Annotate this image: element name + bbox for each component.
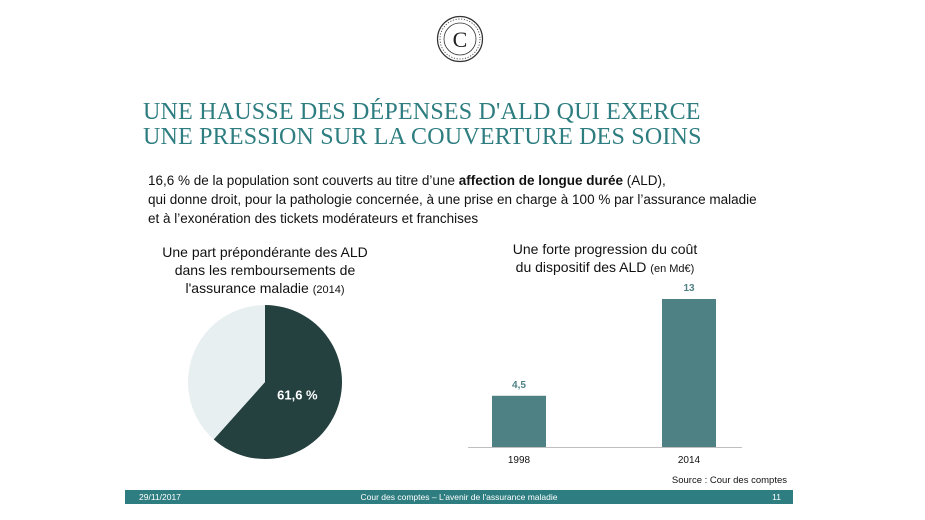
pie-chart-title: Une part prépondérante des ALD dans les …	[140, 243, 390, 299]
pie-title-line-3: l'assurance maladie (2014)	[140, 279, 390, 299]
intro-line-1-bold: affection de longue durée	[458, 173, 623, 188]
intro-line-1: 16,6 % de la population sont couverts au…	[148, 171, 757, 190]
pie-title-line-2: dans les remboursements de	[174, 262, 356, 278]
intro-line-2: qui donne droit, pour la pathologie conc…	[148, 192, 757, 207]
bar-category-label: 1998	[508, 455, 531, 466]
bar-category-label: 2014	[678, 455, 701, 466]
pie-slice-1	[213, 305, 342, 459]
intro-line-3: et à l’exonération des tickets modérateu…	[148, 211, 479, 226]
footer-bar: 29/11/2017 Cour des comptes – L'avenir d…	[125, 490, 793, 504]
pie-title-year: (2014)	[312, 284, 345, 296]
pie-slice-label: 61,6 %	[277, 387, 318, 402]
bar-chart-title: Une forte progression du coût du disposi…	[480, 240, 730, 278]
pie-title-line-1: Une part prépondérante des ALD	[162, 244, 368, 260]
bar-title-line-1: Une forte progression du coût	[512, 241, 698, 257]
source-note: Source : Cour des comptes	[671, 475, 787, 486]
intro-line-1-pre: 16,6 % de la population sont couverts au…	[148, 173, 459, 188]
bar-title-line-2: du dispositif des ALD (en Md€)	[480, 258, 730, 278]
intro-line-1-post: (ALD),	[623, 173, 666, 188]
footer-date: 29/11/2017	[139, 492, 181, 502]
title-line-1: UNE HAUSSE DES DÉPENSES D'ALD QUI EXERCE	[143, 99, 701, 125]
title-line-2: UNE PRESSION SUR LA COUVERTURE DES SOINS	[143, 124, 702, 150]
bar-2014	[662, 299, 716, 447]
pie-title-line-3-text: l'assurance maladie	[185, 280, 309, 296]
bar-value-label: 13	[683, 283, 695, 294]
footer-page-number: 11	[772, 492, 781, 502]
intro-text: 16,6 % de la population sont couverts au…	[148, 171, 757, 228]
slide-title: UNE HAUSSE DES DÉPENSES D'ALD QUI EXERCE…	[143, 100, 702, 150]
cour-des-comptes-logo: C	[436, 15, 484, 63]
footer-caption: Cour des comptes – L'avenir de l'assuran…	[360, 492, 558, 502]
pie-slice-2	[187, 305, 265, 440]
bar-title-line-2-text: du dispositif des ALD	[515, 259, 647, 275]
bar-title-unit: (en Md€)	[650, 263, 695, 275]
bar-1998	[492, 395, 546, 447]
bar-value-label: 4,5	[512, 380, 526, 391]
logo-letter: C	[453, 27, 468, 52]
